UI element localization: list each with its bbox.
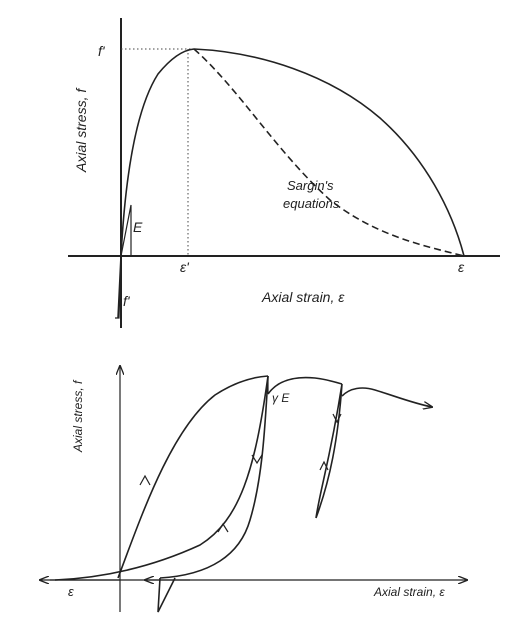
tensile-strength-label: f' bbox=[123, 293, 131, 309]
sargin-dashed-curve bbox=[194, 49, 464, 256]
bottom-x-axis-label: Axial strain, ε bbox=[373, 585, 445, 599]
origin-strain-label: ε bbox=[68, 584, 74, 599]
residual-tail bbox=[158, 578, 175, 612]
second-loop bbox=[316, 384, 342, 518]
sargin-label-line1: Sargin's bbox=[287, 178, 334, 193]
loading-arrow bbox=[140, 476, 150, 485]
first-unloading-branch bbox=[160, 376, 268, 578]
modulus-label: E bbox=[133, 219, 143, 235]
final-envelope bbox=[342, 388, 432, 407]
sargin-label-line2: equations bbox=[283, 196, 340, 211]
top-y-axis-label: Axial stress, f bbox=[73, 87, 89, 173]
ultimate-strain-label: ε bbox=[458, 259, 465, 275]
reloading-modulus-label: γ E bbox=[272, 391, 290, 405]
top-x-axis-label: Axial strain, ε bbox=[261, 289, 345, 305]
top-diagram: Axial stress, f f' E Sargin's equations … bbox=[68, 18, 500, 328]
bottom-diagram: Axial stress, f γ E ε Axial strain, ε bbox=[40, 366, 467, 612]
first-reloading-branch bbox=[55, 376, 268, 580]
bottom-y-axis-label: Axial stress, f bbox=[71, 379, 85, 453]
peak-stress-label: f' bbox=[98, 43, 106, 59]
peak-strain-label: ε' bbox=[180, 259, 190, 275]
